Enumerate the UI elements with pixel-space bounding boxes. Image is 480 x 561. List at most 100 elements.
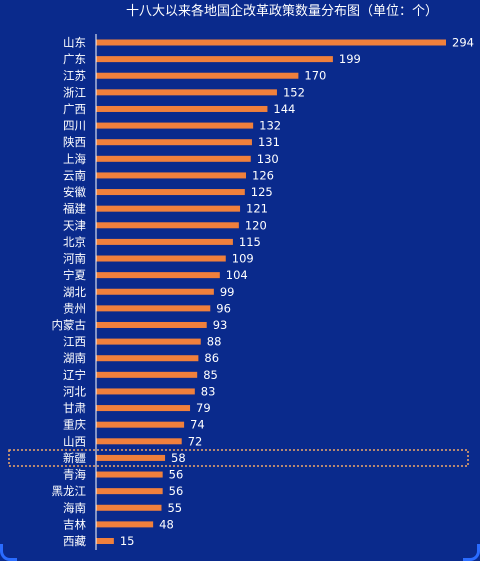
- bar-江西: [96, 338, 201, 345]
- bar-河南: [96, 255, 226, 262]
- category-label: 黑龙江: [52, 484, 87, 498]
- category-label: 贵州: [63, 301, 86, 315]
- bar-安徽: [96, 189, 245, 196]
- value-label: 109: [232, 252, 254, 266]
- category-label: 河南: [63, 252, 86, 266]
- value-label: 56: [169, 468, 184, 482]
- value-label: 79: [196, 401, 211, 415]
- value-label: 88: [207, 335, 222, 349]
- bar-湖北: [96, 288, 214, 295]
- bar-新疆: [96, 454, 166, 461]
- bar-北京: [96, 238, 233, 245]
- category-label: 天津: [63, 218, 86, 232]
- value-label: 55: [167, 501, 182, 515]
- bar-重庆: [96, 421, 185, 428]
- bar-广西: [96, 105, 268, 112]
- bar-贵州: [96, 305, 211, 312]
- bar-广东: [96, 56, 333, 63]
- bar-福建: [96, 205, 241, 212]
- bar-上海: [96, 155, 251, 162]
- value-label: 83: [201, 384, 216, 398]
- category-label: 四川: [63, 119, 86, 133]
- value-label: 86: [204, 351, 219, 365]
- value-label: 85: [203, 368, 218, 382]
- bar-陕西: [96, 139, 252, 146]
- bar-河北: [96, 388, 195, 395]
- bar-海南: [96, 504, 162, 511]
- value-label: 130: [257, 152, 279, 166]
- value-label: 48: [159, 517, 174, 531]
- category-label: 江西: [63, 335, 86, 349]
- category-label: 广西: [63, 102, 86, 116]
- category-label: 山东: [63, 36, 86, 50]
- bar-宁夏: [96, 272, 220, 279]
- value-label: 144: [273, 102, 295, 116]
- value-label: 99: [220, 285, 235, 299]
- bar-内蒙古: [96, 321, 207, 328]
- category-label: 陕西: [63, 135, 86, 149]
- category-label: 青海: [63, 468, 86, 482]
- category-label: 上海: [63, 152, 86, 166]
- category-label: 山西: [63, 434, 86, 448]
- bar-江苏: [96, 72, 299, 79]
- category-label: 安徽: [63, 185, 86, 199]
- value-label: 125: [251, 185, 273, 199]
- category-label: 福建: [63, 202, 86, 216]
- category-label: 云南: [63, 168, 86, 182]
- category-label: 河北: [63, 384, 86, 398]
- category-label: 海南: [63, 501, 86, 515]
- value-label: 131: [258, 135, 280, 149]
- category-label: 西藏: [63, 534, 86, 548]
- category-label: 浙江: [63, 85, 86, 99]
- bar-辽宁: [96, 371, 198, 378]
- value-label: 115: [239, 235, 261, 249]
- bars-layer: [96, 39, 446, 544]
- category-label: 重庆: [63, 418, 86, 432]
- value-label: 96: [216, 301, 231, 315]
- bar-山西: [96, 438, 182, 445]
- category-label: 江苏: [63, 69, 86, 83]
- category-label: 内蒙古: [52, 318, 87, 332]
- bar-湖南: [96, 355, 199, 362]
- bar-青海: [96, 471, 163, 478]
- category-label: 宁夏: [63, 268, 86, 282]
- value-label: 294: [452, 36, 474, 50]
- bar-黑龙江: [96, 488, 163, 495]
- bar-四川: [96, 122, 254, 129]
- value-label: 132: [259, 119, 281, 133]
- category-label: 湖南: [63, 351, 86, 365]
- value-label: 126: [252, 168, 274, 182]
- value-label: 74: [190, 418, 205, 432]
- bar-云南: [96, 172, 246, 179]
- value-label: 72: [188, 434, 203, 448]
- value-label: 58: [171, 451, 186, 465]
- value-label: 93: [213, 318, 228, 332]
- category-label: 新疆: [63, 451, 86, 465]
- bar-甘肃: [96, 405, 191, 412]
- bar-天津: [96, 222, 239, 229]
- corner-accent-right: [463, 544, 480, 561]
- category-label: 甘肃: [63, 401, 86, 415]
- category-label: 吉林: [63, 517, 86, 531]
- labels-layer: 山东 294 广东 199 江苏 170 浙江 152 广西 144 四川 132 陕西 131 上海 130…: [52, 36, 474, 549]
- category-label: 广东: [63, 52, 86, 66]
- highlight-box: [8, 449, 469, 467]
- value-label: 56: [169, 484, 184, 498]
- bar-浙江: [96, 89, 277, 96]
- value-label: 170: [304, 69, 326, 83]
- bar-山东: [96, 39, 446, 46]
- bar-西藏: [96, 538, 114, 544]
- category-label: 湖北: [63, 285, 86, 299]
- value-label: 152: [283, 85, 305, 99]
- value-label: 15: [120, 534, 135, 548]
- value-label: 120: [245, 218, 267, 232]
- chart-title: 十八大以来各地国企改革政策数量分布图（单位：个）: [126, 3, 438, 19]
- value-label: 121: [246, 202, 268, 216]
- corner-accent-left: [0, 544, 17, 561]
- bar-吉林: [96, 521, 154, 528]
- category-label: 北京: [63, 235, 86, 249]
- value-label: 199: [339, 52, 361, 66]
- category-label: 辽宁: [63, 368, 86, 382]
